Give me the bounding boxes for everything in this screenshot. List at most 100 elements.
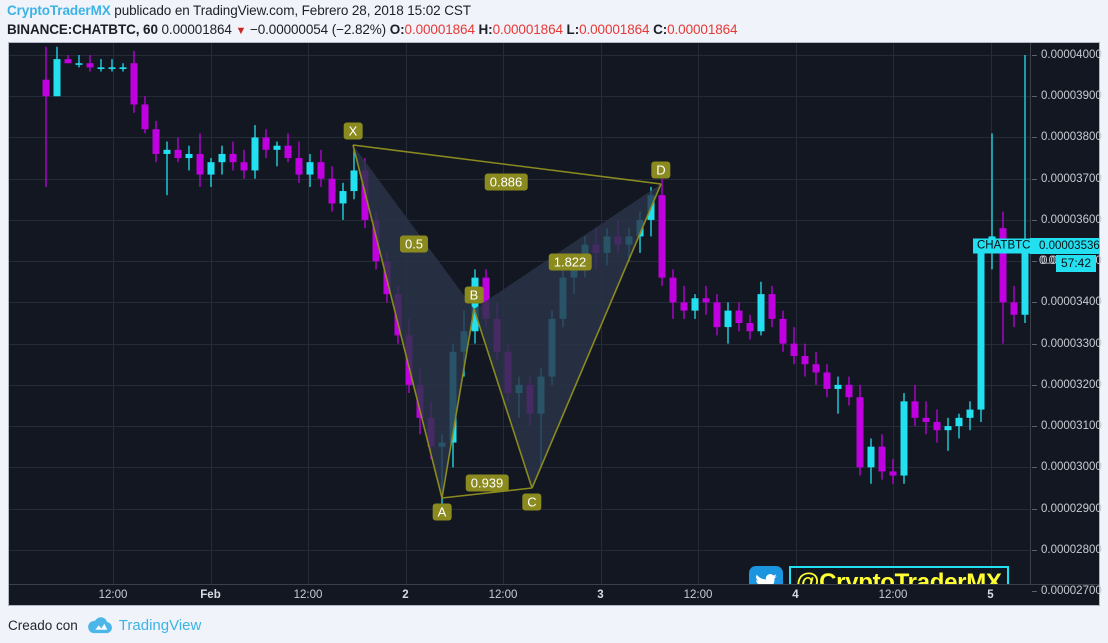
- gridline-horizontal: [9, 55, 1031, 56]
- price-change: −0.00000054 (−2.82%): [249, 22, 387, 37]
- gridline-vertical: [308, 43, 309, 584]
- gridline-vertical: [698, 43, 699, 584]
- price-tick-label: 0.00003700: [1041, 172, 1102, 185]
- open-value: 0.00001864: [404, 22, 475, 37]
- gridline-vertical: [113, 43, 114, 584]
- price-tick-label: 0.00003800: [1041, 131, 1102, 144]
- price-tick: [1032, 96, 1037, 98]
- price-tick-label: 0.00003900: [1041, 90, 1102, 103]
- pattern-point-a[interactable]: A: [432, 503, 452, 521]
- pattern-point-b[interactable]: B: [464, 286, 484, 304]
- price-tick-label: 0.00003300: [1041, 337, 1102, 350]
- pattern-ratio-label[interactable]: 1.822: [548, 253, 592, 271]
- header-quote-line: BINANCE:CHATBTC, 60 0.00001864 ▼ −0.0000…: [7, 22, 738, 37]
- gridline-horizontal: [9, 508, 1031, 510]
- gridline-vertical: [893, 43, 894, 584]
- current-price-tag: 0.00003536: [1030, 238, 1100, 255]
- price-tick: [1032, 343, 1037, 345]
- price-tick: [1032, 426, 1037, 428]
- low-value: 0.00001864: [579, 22, 650, 37]
- pattern-ratio-label[interactable]: 0.886: [484, 173, 528, 191]
- pattern-point-x[interactable]: X: [343, 122, 363, 140]
- price-tick: [1032, 219, 1037, 221]
- time-tick-label: 12:00: [98, 589, 128, 601]
- time-tick-label: 12:00: [293, 589, 323, 601]
- price-tick: [1032, 261, 1037, 263]
- gridline-horizontal: [9, 219, 1031, 221]
- price-tick: [1032, 137, 1037, 139]
- high-value: 0.00001864: [492, 22, 563, 37]
- price-tick-label: 0.00003000: [1041, 461, 1102, 474]
- time-axis[interactable]: 12:00 Feb 12:00 2 12:00 3 12:00 4 12:00 5: [9, 584, 1099, 605]
- header-publication-line: CryptoTraderMX publicado en TradingView.…: [7, 3, 471, 18]
- price-tick: [1032, 467, 1037, 469]
- price-tick: [1032, 549, 1037, 551]
- pattern-shade: [474, 184, 661, 488]
- author-name: CryptoTraderMX: [7, 3, 111, 18]
- pattern-ratio-label[interactable]: 0.939: [465, 474, 509, 492]
- time-tick-label: 4: [792, 589, 799, 601]
- bar-countdown: 57:42: [1055, 255, 1096, 273]
- price-tick: [1032, 55, 1037, 56]
- high-key: H:: [478, 22, 493, 37]
- price-tick-label: 0.00002900: [1041, 502, 1102, 515]
- low-key: L:: [566, 22, 580, 37]
- gridline-horizontal: [9, 261, 1031, 263]
- pattern-shade: [353, 145, 474, 498]
- gridline-vertical: [210, 43, 212, 584]
- last-price: 0.00001864: [161, 22, 232, 37]
- price-tick-label: 0.00003100: [1041, 420, 1102, 433]
- gridline-horizontal: [9, 96, 1031, 98]
- created-with-label: Creado con: [8, 617, 78, 633]
- gridline-horizontal: [9, 137, 1031, 139]
- pattern-line[interactable]: [531, 183, 662, 489]
- time-tick-label: 12:00: [683, 589, 713, 601]
- symbol-label: BINANCE:CHATBTC, 60: [7, 22, 158, 37]
- price-tick-label: 0.00003400: [1041, 296, 1102, 309]
- pattern-point-c[interactable]: C: [522, 493, 542, 511]
- chart-header: CryptoTraderMX publicado en TradingView.…: [0, 0, 1108, 40]
- price-tick: [1032, 508, 1037, 510]
- down-arrow-icon: ▼: [235, 25, 247, 37]
- chart-frame[interactable]: X A B C D 0.886 0.5 1.822 0.939 CHATBTC @CryptoT…: [8, 42, 1102, 606]
- close-key: C:: [653, 22, 668, 37]
- price-tick-label: 0.00002800: [1041, 543, 1102, 556]
- price-tick-label: 0.00004000: [1041, 49, 1102, 61]
- time-tick-label: Feb: [200, 589, 221, 601]
- pattern-line[interactable]: [441, 308, 475, 499]
- price-tick: [1032, 591, 1037, 592]
- pattern-point-d[interactable]: D: [651, 161, 671, 179]
- tradingview-brand: TradingView: [118, 616, 202, 634]
- twitter-bird-icon: [749, 566, 783, 584]
- chart-plot-area[interactable]: X A B C D 0.886 0.5 1.822 0.939 CHATBTC @CryptoT…: [9, 43, 1031, 584]
- pattern-line[interactable]: [352, 144, 443, 499]
- pattern-line[interactable]: [352, 144, 662, 185]
- gridline-vertical: [795, 43, 797, 584]
- time-tick-label: 12:00: [488, 589, 518, 601]
- twitter-handle: @CryptoTraderMX: [789, 566, 1009, 584]
- symbol-price-tag: CHATBTC: [973, 238, 1031, 254]
- harmonic-pattern-drawing[interactable]: [9, 43, 1031, 584]
- close-value: 0.00001864: [667, 22, 738, 37]
- price-tick: [1032, 302, 1037, 304]
- watermark: @CryptoTraderMX: [749, 566, 1009, 584]
- footer: Creado con TradingView: [0, 607, 1108, 643]
- time-tick-label: 3: [597, 589, 604, 601]
- price-tick-label: 0.00002700: [1041, 585, 1102, 597]
- time-tick-label: 5: [987, 589, 994, 601]
- pattern-ratio-label[interactable]: 0.5: [399, 235, 429, 253]
- tradingview-logo-icon: [87, 616, 112, 634]
- time-tick-label: 2: [402, 589, 409, 601]
- price-tick: [1032, 384, 1037, 386]
- gridline-horizontal: [9, 549, 1031, 551]
- gridline-vertical: [990, 43, 992, 584]
- open-key: O:: [389, 22, 405, 37]
- price-tick: [1032, 178, 1037, 180]
- time-tick-label: 12:00: [878, 589, 908, 601]
- price-axis[interactable]: 0.00004000 0.00003900 0.00003800 0.00003700…: [1030, 43, 1102, 597]
- price-tick-label: 0.00003600: [1041, 213, 1102, 226]
- gridline-horizontal: [9, 467, 1031, 469]
- publication-text: publicado en TradingView.com, Febrero 28…: [114, 3, 471, 18]
- pattern-line[interactable]: [441, 487, 533, 499]
- pattern-line[interactable]: [473, 308, 533, 489]
